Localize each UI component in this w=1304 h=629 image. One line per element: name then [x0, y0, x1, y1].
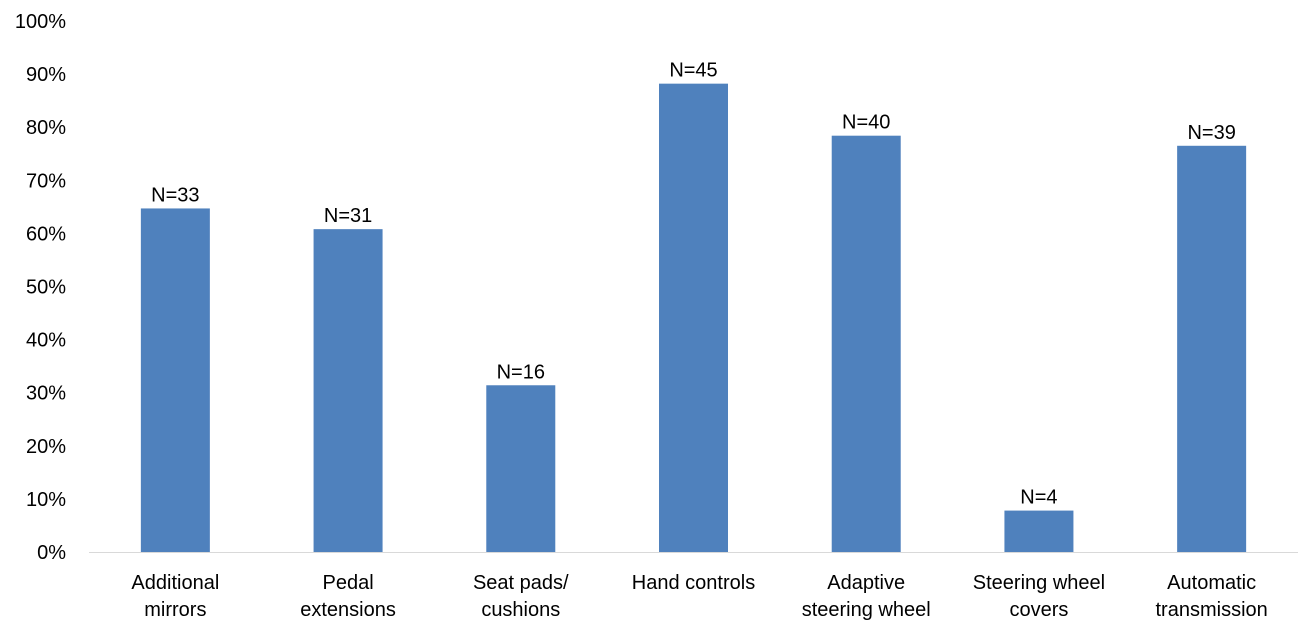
x-tick-label-line: covers — [1009, 599, 1068, 621]
x-tick-label: Steering wheel covers — [973, 572, 1105, 621]
y-tick-label: 70% — [26, 170, 66, 192]
x-tick-label: Pedal extensions — [300, 572, 396, 621]
data-labels: N=33 N=31 N=16 N=45 N=40 N=4 N=39 — [151, 60, 1236, 509]
x-tick-label-line: Adaptive — [827, 572, 905, 594]
x-tick-label-line: Automatic — [1167, 572, 1256, 594]
bar — [1004, 510, 1074, 552]
x-tick-label-line: Steering wheel — [973, 572, 1105, 594]
x-tick-label-line: mirrors — [144, 599, 206, 621]
y-tick-label: 60% — [26, 223, 66, 245]
y-tick-label: 90% — [26, 64, 66, 86]
y-tick-label: 100% — [15, 11, 66, 33]
x-tick-label: Seat pads/cushions — [473, 572, 569, 621]
x-tick-label-line: steering wheel — [802, 599, 931, 621]
data-label: N=45 — [669, 60, 717, 82]
x-tick-label: Adaptive steering wheel — [802, 572, 931, 621]
data-label: N=31 — [324, 205, 372, 227]
x-tick-label: Automatic transmission — [1156, 572, 1268, 621]
bar — [140, 208, 210, 552]
x-tick-label: Additional mirrors — [131, 572, 219, 621]
data-label: N=39 — [1187, 122, 1235, 144]
y-tick-label: 20% — [26, 436, 66, 458]
y-tick-label: 0% — [37, 542, 66, 564]
y-tick-label: 80% — [26, 117, 66, 139]
x-tick-label-line: cushions — [481, 599, 560, 621]
y-tick-label: 30% — [26, 383, 66, 405]
bar — [313, 229, 383, 553]
x-axis: Additional mirrors Pedal extensions Seat pad… — [131, 572, 1267, 621]
bar — [659, 83, 728, 553]
y-tick-label: 50% — [26, 277, 66, 299]
bar — [831, 135, 901, 553]
bar — [486, 385, 556, 552]
bar — [1177, 145, 1247, 552]
x-tick-label-line: Hand controls — [632, 572, 755, 594]
data-label: N=4 — [1020, 487, 1057, 509]
data-label: N=40 — [842, 112, 890, 134]
x-tick-label: Hand controls — [632, 572, 755, 594]
plot-area — [140, 83, 1247, 553]
x-tick-label-line: extensions — [300, 599, 396, 621]
x-tick-label-line: Pedal — [322, 572, 373, 594]
y-tick-label: 40% — [26, 330, 66, 352]
x-tick-label-line: Seat pads/ — [473, 572, 569, 594]
data-label: N=16 — [497, 361, 545, 383]
x-tick-label-line: transmission — [1156, 599, 1268, 621]
data-label: N=33 — [151, 184, 199, 206]
x-tick-label-line: Additional — [131, 572, 219, 594]
y-axis: 0% 10% 20% 30% 40% 50% 60% 70% 80% 90% 100% — [15, 11, 66, 564]
y-tick-label: 10% — [26, 489, 66, 511]
